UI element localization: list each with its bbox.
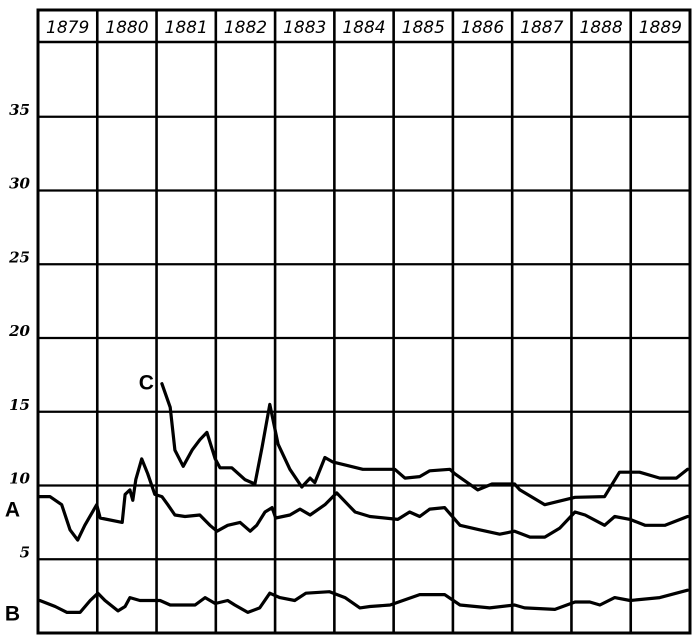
series-line-c: [160, 382, 690, 507]
x-tick-label: 1883: [283, 18, 326, 38]
y-tick-label: 10: [9, 470, 30, 488]
series-label-b: B: [5, 603, 20, 626]
series-label-a: A: [5, 499, 20, 522]
y-tick-label: 30: [9, 175, 30, 193]
y-tick-label: 5: [20, 543, 30, 561]
x-tick-label: 1880: [105, 18, 148, 38]
x-tick-label: 1879: [46, 18, 89, 38]
x-tick-label: 1887: [520, 18, 563, 38]
y-tick-label: 20: [8, 322, 30, 340]
y-tick-label: 25: [8, 248, 30, 266]
x-tick-label: 1885: [402, 18, 445, 38]
x-tick-labels: 1879 1880 1881 1882 1883 1884 1885 1886 1887 1888…: [46, 18, 682, 38]
series-lines: [38, 382, 690, 614]
chart-frame: [36, 8, 692, 635]
y-tick-label: 15: [9, 396, 30, 414]
x-tick-label: 1882: [224, 18, 267, 38]
series-line-b: [38, 588, 690, 614]
y-tick-label: 35: [9, 101, 30, 119]
series-label-c: C: [139, 372, 154, 395]
x-tick-label: 1888: [579, 18, 622, 38]
y-tick-labels: 5 10 15 20 25 30 35: [8, 101, 30, 562]
x-tick-label: 1889: [639, 18, 682, 38]
x-tick-label: 1886: [461, 18, 504, 38]
series-labels: A B C: [5, 372, 154, 626]
grid: [36, 8, 692, 635]
x-tick-label: 1884: [342, 18, 385, 38]
x-tick-label: 1881: [165, 18, 208, 38]
series-line-a: [38, 457, 690, 542]
